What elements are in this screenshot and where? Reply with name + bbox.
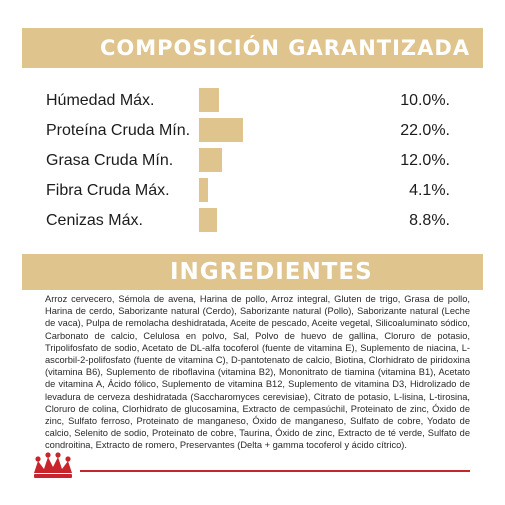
composition-value: 10.0%.: [400, 92, 450, 109]
footer-divider: [80, 470, 470, 472]
composition-bar: [199, 88, 219, 112]
ingredients-text: Arroz cervecero, Sémola de avena, Harina…: [45, 294, 470, 451]
composition-bar: [199, 178, 208, 202]
composition-label: Fibra Cruda Máx.: [46, 182, 170, 199]
composition-value: 22.0%.: [400, 122, 450, 139]
composition-value: 4.1%.: [409, 182, 450, 199]
composition-bar: [199, 118, 243, 142]
composition-label: Grasa Cruda Mín.: [46, 152, 174, 169]
composition-value: 12.0%.: [400, 152, 450, 169]
composition-bar: [199, 208, 217, 232]
ingredients-title: INGREDIENTES: [22, 254, 483, 290]
composition-row-grasa: Grasa Cruda Mín. 12.0%.: [46, 148, 466, 176]
royal-canin-crown-icon: [34, 452, 72, 478]
composition-row-proteina: Proteína Cruda Mín. 22.0%.: [46, 118, 466, 146]
composition-row-cenizas: Cenizas Máx. 8.8%.: [46, 208, 466, 236]
composition-row-humedad: Húmedad Máx. 10.0%.: [46, 88, 466, 116]
composition-label: Proteína Cruda Mín.: [46, 122, 191, 139]
composition-bar: [199, 148, 222, 172]
composition-value: 8.8%.: [409, 212, 450, 229]
composition-label: Cenizas Máx.: [46, 212, 143, 229]
composition-title: COMPOSICIÓN GARANTIZADA: [22, 28, 483, 68]
composition-label: Húmedad Máx.: [46, 92, 155, 109]
composition-row-fibra: Fibra Cruda Máx. 4.1%.: [46, 178, 466, 206]
